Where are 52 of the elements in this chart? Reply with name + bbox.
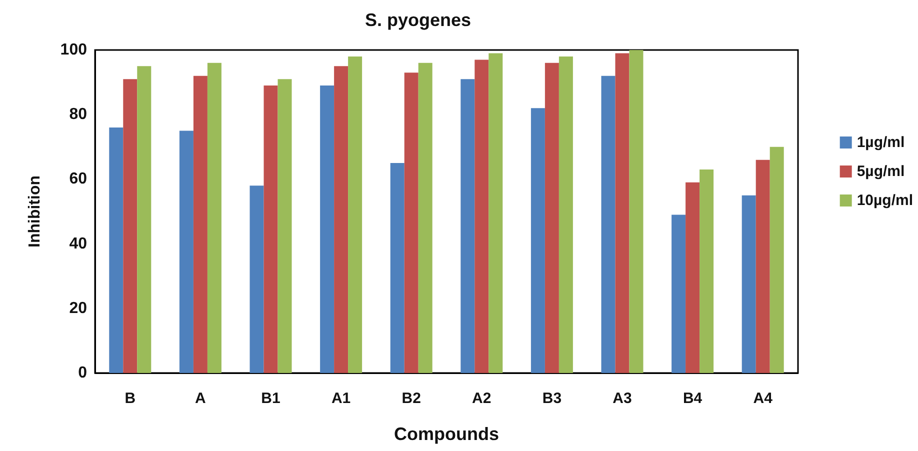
y-tick-label: 20 (69, 300, 88, 317)
bar (348, 56, 362, 373)
x-tick-label: B3 (542, 390, 562, 407)
bar (629, 50, 644, 373)
bar (488, 53, 503, 373)
x-axis-title: Compounds (394, 424, 499, 444)
bar (390, 163, 404, 373)
bar (558, 56, 573, 373)
bar (264, 86, 278, 373)
y-tick-label: 0 (78, 364, 88, 382)
x-tick-label: B (124, 390, 136, 407)
y-tick-label: 60 (69, 170, 88, 188)
bar (474, 60, 489, 373)
bar (770, 146, 784, 373)
bar (418, 62, 432, 373)
legend-label: 5µg/ml (856, 163, 905, 180)
bar (404, 72, 418, 373)
bar (742, 195, 756, 373)
bar (250, 186, 264, 373)
bar (334, 66, 348, 373)
x-tick-label: A3 (612, 390, 632, 407)
bar (601, 76, 616, 373)
bar (460, 79, 475, 373)
x-tick-label: A4 (753, 390, 774, 407)
x-tick-label: B1 (261, 390, 280, 407)
bar (544, 62, 559, 373)
bar (193, 76, 208, 373)
bar (137, 66, 152, 373)
bar (278, 79, 292, 373)
x-tick-label: A (195, 390, 206, 407)
bar (530, 108, 545, 373)
y-axis-title: Inhibition (26, 176, 44, 248)
y-tick-label: 80 (69, 106, 88, 124)
x-tick-label: B4 (682, 390, 703, 407)
bar (756, 160, 770, 373)
y-tick-label: 40 (69, 235, 88, 252)
bar (179, 130, 194, 373)
x-tick-label: A1 (331, 390, 351, 407)
bar (700, 170, 714, 373)
bar (615, 53, 630, 373)
y-tick-label: 100 (60, 42, 88, 58)
bar (109, 128, 124, 373)
bar (320, 86, 334, 373)
bar (672, 214, 686, 373)
bar (207, 62, 222, 373)
bar (123, 79, 138, 373)
bar (686, 182, 700, 373)
chart-title: S. pyogenes (365, 10, 472, 30)
x-tick-label: A2 (472, 390, 492, 407)
legend-label: 10µg/ml (856, 192, 914, 209)
legend-label: 1µg/ml (856, 134, 905, 151)
x-tick-label: B2 (402, 390, 421, 407)
